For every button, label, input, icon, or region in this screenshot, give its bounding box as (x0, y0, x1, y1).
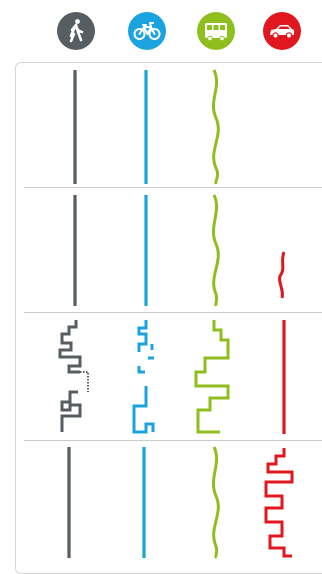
bus-route-row2 (211, 194, 220, 307)
bike-route-row3 (137, 320, 148, 352)
bus-route-row1 (211, 69, 220, 185)
bus-icon (197, 12, 235, 50)
car-route-row4 (264, 448, 294, 558)
row-separator-1 (24, 187, 322, 188)
walk-mode-icon[interactable] (57, 12, 95, 50)
bus-route-row4 (211, 446, 220, 559)
car-route-row2 (278, 251, 286, 299)
walk-route-row3 (58, 320, 82, 374)
car-mode-icon[interactable] (263, 12, 301, 50)
route-comparison-panel (15, 62, 322, 574)
bicycle-icon (128, 12, 166, 50)
bike-route-row3-c (132, 366, 155, 434)
bike-mode-icon[interactable] (128, 12, 166, 50)
row-separator-2 (24, 312, 322, 313)
row-separator-3 (24, 440, 322, 441)
walk-route-row3-dotted (68, 371, 89, 392)
bike-route-row3-b (148, 344, 154, 360)
bus-route-row3 (194, 320, 230, 434)
walk-route-row3-lower (60, 390, 82, 432)
car-icon (263, 12, 301, 50)
bus-mode-icon[interactable] (197, 12, 235, 50)
walking-person-icon (57, 12, 95, 50)
